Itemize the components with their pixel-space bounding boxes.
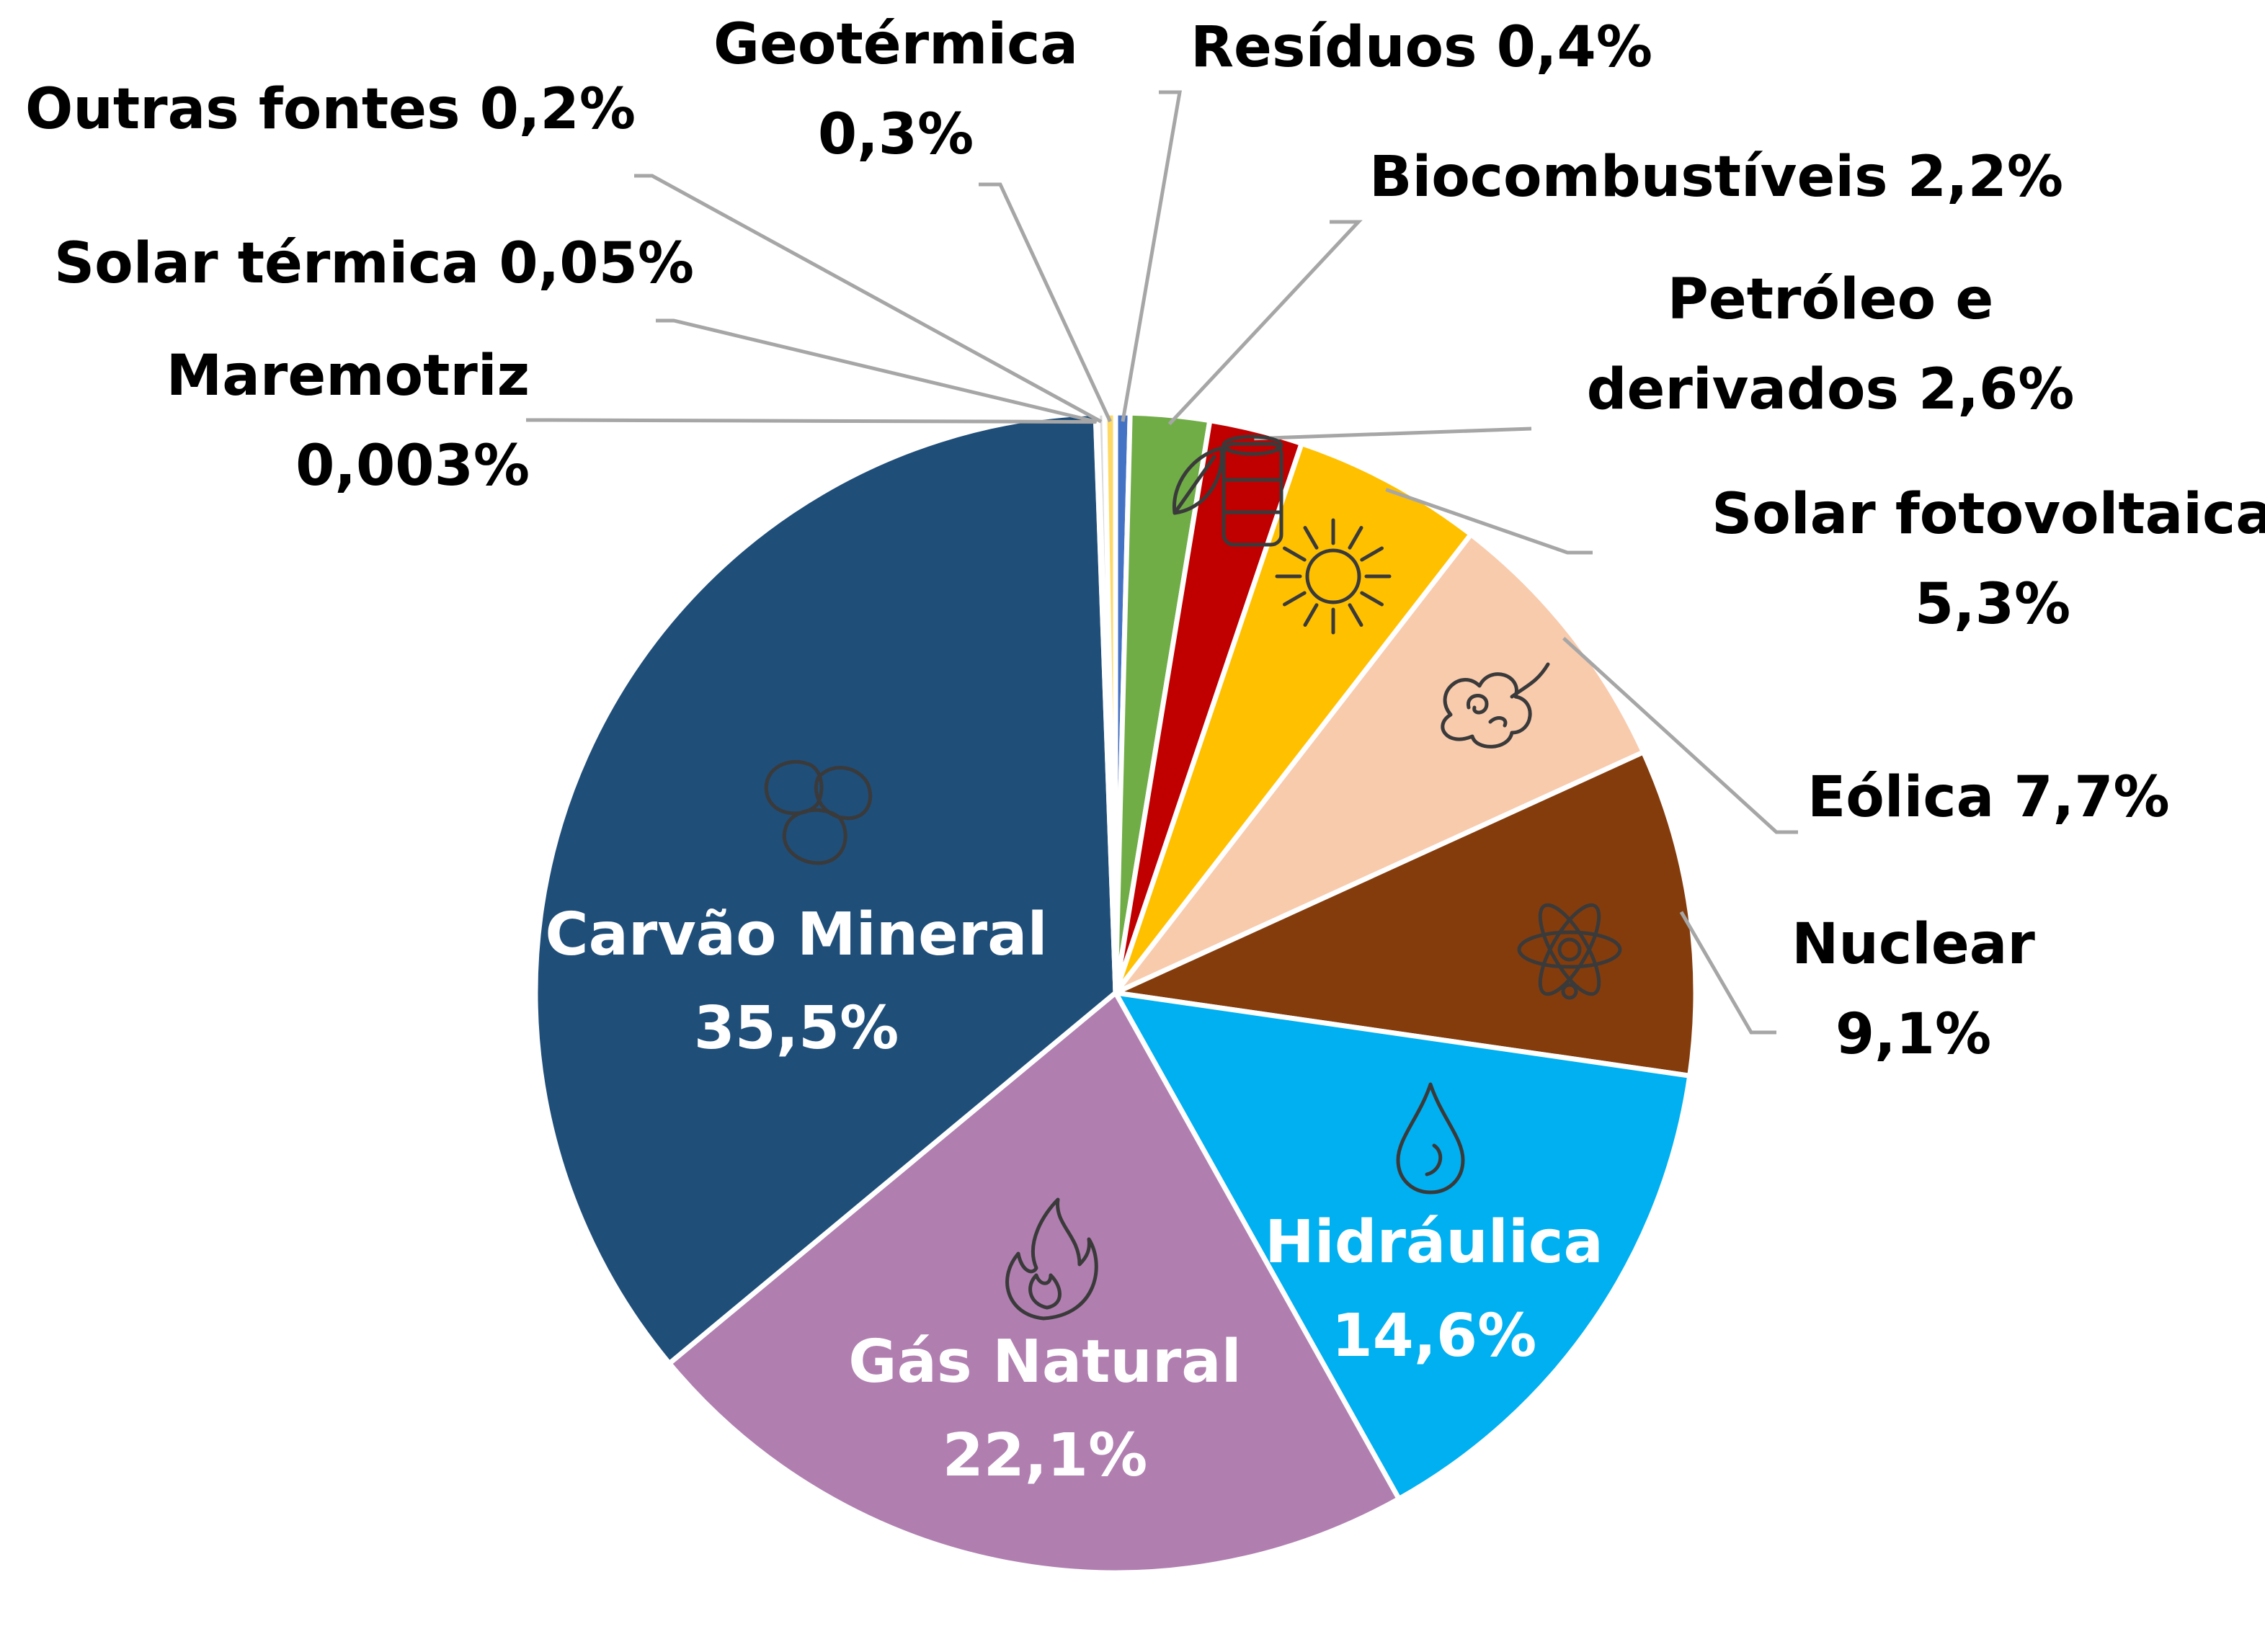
leader-line-biocombustiveis xyxy=(1167,220,1363,426)
coal-icon xyxy=(764,759,873,865)
leader-line-eolica xyxy=(1562,636,1798,834)
sun-icon xyxy=(1275,518,1392,635)
slice-solar-fotovoltaica xyxy=(1113,440,1475,995)
label-residuos: Resíduos 0,4% xyxy=(1191,15,1652,80)
leader-line-outras-fontes xyxy=(634,174,1103,424)
label-geotermica: Geotérmica 0,3% xyxy=(713,12,1078,167)
label-nuclear: Nuclear 9,1% xyxy=(1792,912,2035,1067)
barrel-icon xyxy=(1222,434,1283,547)
slice-labels: Resíduos 0,4% Biocombustíveis 2,2% Petróle… xyxy=(25,12,2265,1490)
leader-line-petroleo-e-derivados xyxy=(1254,427,1532,441)
slice-eolica xyxy=(1113,530,1647,996)
leader-lines xyxy=(526,90,1798,1035)
label-outras-fontes: Outras fontes 0,2% xyxy=(25,77,636,142)
slice-gas-natural xyxy=(665,988,1402,1576)
flame-icon xyxy=(1005,1197,1098,1321)
wind-icon xyxy=(1441,662,1550,749)
label-solar-termica: Solar térmica 0,05% xyxy=(54,231,694,296)
slice-hidraulica xyxy=(1111,989,1693,1503)
leader-line-geotermica xyxy=(979,182,1112,423)
label-biocombustiveis: Biocombustíveis 2,2% xyxy=(1369,145,2063,210)
leader-line-solar-fotovoltaica xyxy=(1385,488,1593,555)
label-carvao-mineral: Carvão Mineral 35,5% xyxy=(545,901,1047,1063)
slice-carvao-mineral xyxy=(533,410,1118,1367)
leaf-icon xyxy=(1172,446,1224,515)
leader-line-nuclear xyxy=(1679,911,1776,1035)
slice-icons xyxy=(764,434,1622,1321)
label-maremotriz: Maremotriz 0,003% xyxy=(166,344,530,499)
label-hidraulica: Hidráulica 14,6% xyxy=(1265,1208,1603,1370)
leader-line-solar-termica xyxy=(656,318,1098,424)
pie-slices xyxy=(533,410,1699,1576)
leader-line-residuos xyxy=(1121,90,1182,422)
label-gas-natural: Gás Natural 22,1% xyxy=(848,1328,1241,1490)
water-drop-icon xyxy=(1396,1082,1465,1195)
atom-icon xyxy=(1517,903,1622,1000)
label-eolica: Eólica 7,7% xyxy=(1807,765,2170,830)
label-solar-fotovoltaica: Solar fotovoltaica 5,3% xyxy=(1712,482,2265,637)
leader-line-maremotriz xyxy=(526,418,1096,424)
label-petroleo-e-derivados: Petróleo e derivados 2,6% xyxy=(1587,267,2075,422)
